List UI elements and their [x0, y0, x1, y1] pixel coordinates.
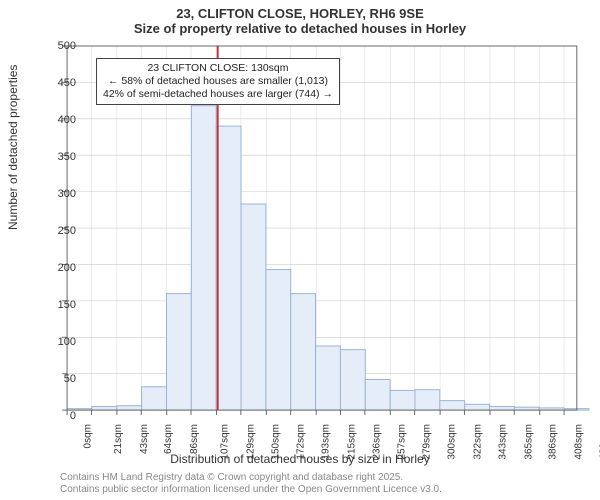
- title-address: 23, CLIFTON CLOSE, HORLEY, RH6 9SE: [0, 6, 600, 21]
- x-tick-label: 21sqm: [113, 424, 124, 454]
- x-axis-label: Distribution of detached houses by size …: [0, 452, 600, 466]
- y-tick-label: 150: [42, 299, 76, 311]
- y-tick-label: 450: [42, 77, 76, 89]
- y-tick-label: 400: [42, 114, 76, 126]
- title-block: 23, CLIFTON CLOSE, HORLEY, RH6 9SE Size …: [0, 0, 600, 36]
- y-tick-label: 300: [42, 188, 76, 200]
- annotation-line2: ← 58% of detached houses are smaller (1,…: [103, 75, 333, 88]
- y-tick-label: 500: [42, 40, 76, 52]
- y-tick-label: 350: [42, 151, 76, 163]
- annotation-box: 23 CLIFTON CLOSE: 130sqm ← 58% of detach…: [96, 58, 340, 105]
- title-subtitle: Size of property relative to detached ho…: [0, 21, 600, 36]
- annotation-line1: 23 CLIFTON CLOSE: 130sqm: [103, 62, 333, 75]
- y-tick-label: 50: [42, 373, 76, 385]
- attribution-line2: Contains public sector information licen…: [60, 484, 442, 496]
- y-tick-label: 100: [42, 336, 76, 348]
- y-tick-label: 200: [42, 262, 76, 274]
- x-tick-label: 86sqm: [189, 424, 200, 454]
- x-tick-label: 64sqm: [163, 424, 174, 454]
- chart-area: 23 CLIFTON CLOSE: 130sqm ← 58% of detach…: [60, 46, 578, 416]
- y-tick-label: 0: [42, 410, 76, 422]
- annotation-line3: 42% of semi-detached houses are larger (…: [103, 88, 333, 101]
- x-tick-label: 43sqm: [139, 424, 150, 454]
- x-tick-label: 0sqm: [82, 424, 93, 448]
- chart-container: 23, CLIFTON CLOSE, HORLEY, RH6 9SE Size …: [0, 0, 600, 500]
- attribution: Contains HM Land Registry data © Crown c…: [60, 472, 442, 496]
- y-axis-label: Number of detached properties: [6, 65, 20, 230]
- attribution-line1: Contains HM Land Registry data © Crown c…: [60, 472, 442, 484]
- y-tick-label: 250: [42, 225, 76, 237]
